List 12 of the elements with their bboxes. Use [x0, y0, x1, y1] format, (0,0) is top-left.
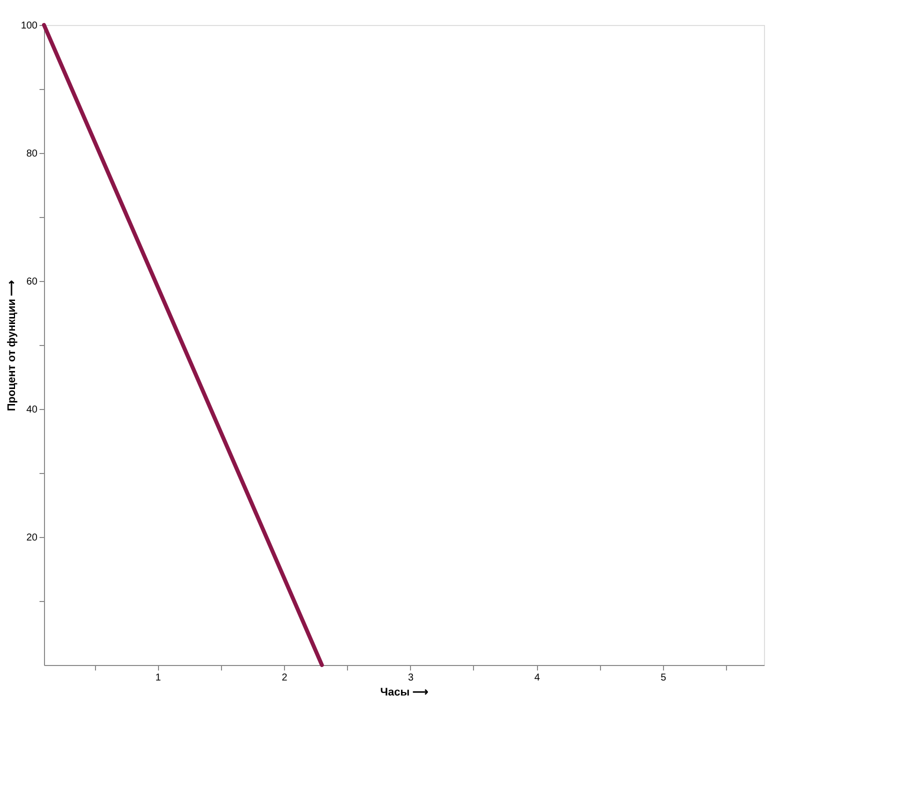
y-tick-label: 40: [26, 404, 38, 416]
x-tick-label: 3: [408, 672, 414, 684]
x-tick-label: 1: [155, 672, 162, 684]
y-tick-label: 20: [26, 532, 38, 544]
x-axis-title: Часы ⟶: [380, 686, 429, 698]
x-tick-label: 4: [534, 672, 540, 684]
y-tick-label: 80: [26, 148, 38, 160]
y-tick-label: 60: [26, 276, 38, 288]
y-axis-title: Процент от функции ⟶: [6, 280, 18, 412]
y-tick-label: 100: [20, 20, 38, 32]
x-tick-label: 5: [660, 672, 667, 684]
x-tick-label: 2: [282, 672, 288, 684]
